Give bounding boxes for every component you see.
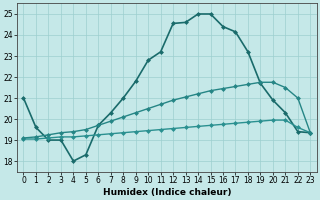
X-axis label: Humidex (Indice chaleur): Humidex (Indice chaleur) — [103, 188, 231, 197]
